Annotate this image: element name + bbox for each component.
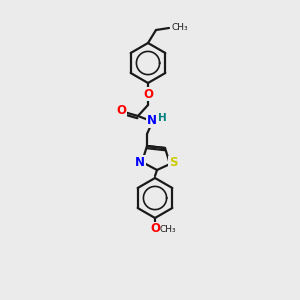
Text: O: O [150, 223, 160, 236]
Text: CH₃: CH₃ [171, 23, 188, 32]
Text: O: O [116, 104, 126, 118]
Text: O: O [143, 88, 153, 100]
Text: S: S [169, 157, 177, 169]
Text: N: N [135, 155, 145, 169]
Text: CH₃: CH₃ [160, 226, 177, 235]
Text: H: H [158, 113, 167, 123]
Text: N: N [147, 115, 157, 128]
